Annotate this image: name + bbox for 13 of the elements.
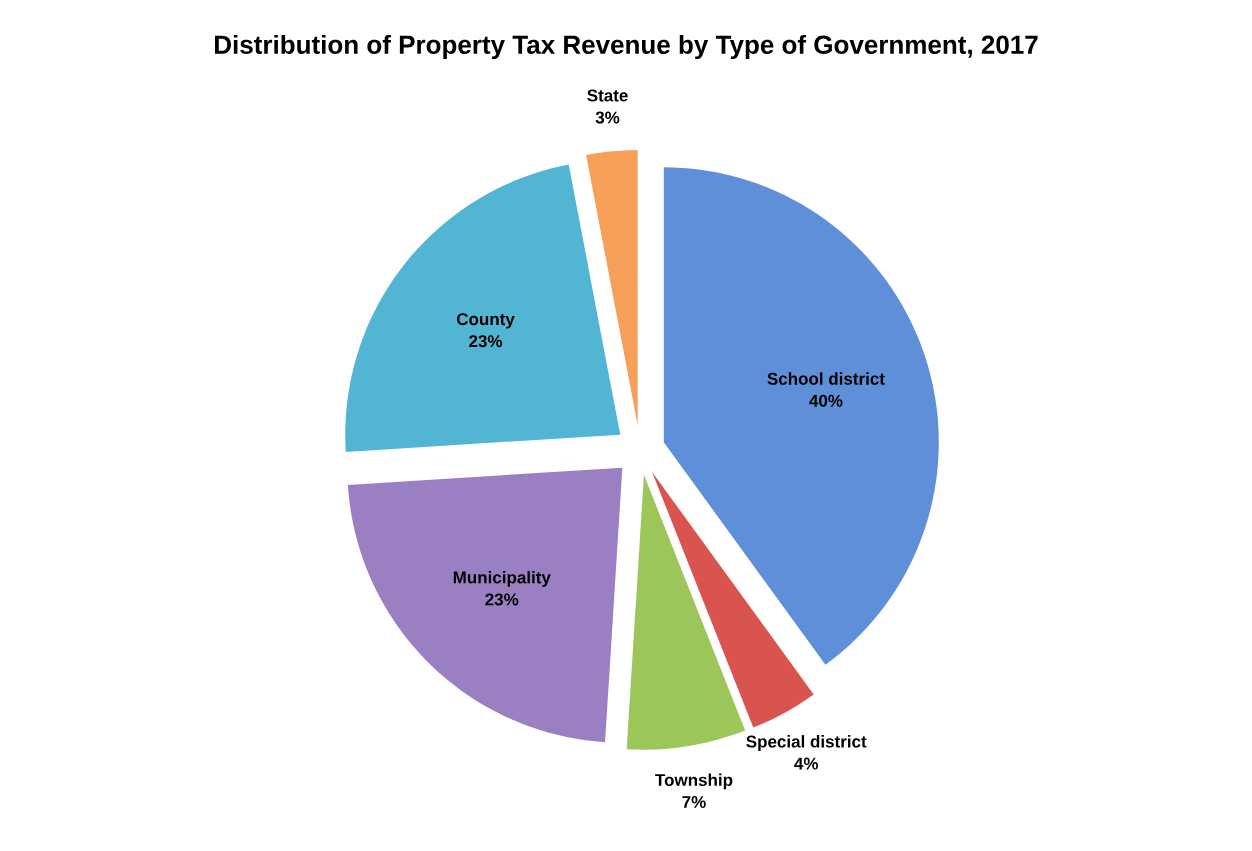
data-label: 7% (682, 796, 706, 808)
data-label: 23% (469, 335, 503, 348)
slice-label: Special district (746, 735, 867, 751)
data-label: 40% (809, 394, 843, 407)
slice-label: Municipality (453, 570, 551, 587)
slice-label: County (456, 313, 515, 329)
chart-title: Distribution of Property Tax Revenue by Type of Government, 2017 (215, 34, 1038, 60)
data-label: 3% (595, 111, 620, 124)
data-label: 23% (485, 593, 519, 606)
slice-label: School district (767, 372, 885, 385)
data-label: 4% (794, 757, 819, 770)
slice-label: Township (655, 773, 733, 790)
slice-label: State (587, 89, 628, 102)
